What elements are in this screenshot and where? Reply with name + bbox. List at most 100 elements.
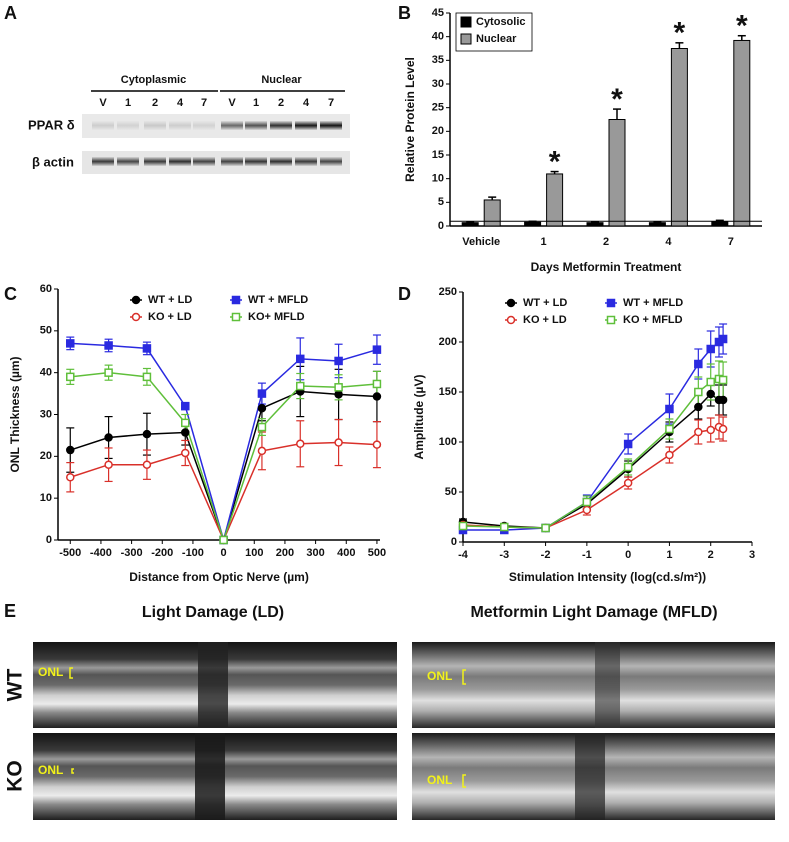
panel-label: A [4,3,17,23]
legend-label: Cytosolic [476,16,526,28]
y-tick-label: 20 [40,450,52,462]
marker [694,427,703,437]
blot-band [92,121,114,130]
bar [670,48,688,227]
legend-label: WT + MFLD [623,297,683,309]
blot-band [92,157,114,166]
y-tick-label: 100 [439,436,457,448]
blot-lane-label: 1 [253,97,259,109]
marker [219,535,228,545]
marker [142,460,152,469]
blot-band [320,157,342,166]
marker [104,368,113,377]
blot-band [169,121,191,130]
x-tick-label: 300 [306,547,324,559]
blot-row-label: β actin [32,154,74,169]
onl-bracket [462,774,466,788]
legend-label: WT + MFLD [248,294,308,306]
legend-marker [231,312,241,322]
legend-label: KO + MFLD [623,314,683,326]
bar [711,221,729,227]
marker [334,356,343,366]
onl-label: ONL [427,669,452,683]
y-tick-label: 250 [439,286,457,298]
marker [334,438,343,447]
marker [296,354,305,364]
y-tick-label: 15 [432,149,444,161]
panel-label: C [4,284,17,304]
y-tick-label: 60 [40,283,52,295]
x-axis-label: Distance from Optic Nerve (µm) [129,570,309,584]
x-tick-label: -1 [582,549,592,561]
legend-label: KO + LD [523,314,567,326]
oct-column-title: Light Damage (LD) [142,604,284,621]
marker [181,428,190,437]
marker [458,521,468,531]
marker [181,448,190,458]
marker [706,425,715,435]
blot-lane-label: V [99,97,107,109]
blot-lane-label: 2 [152,97,158,109]
optic-nerve [595,642,620,728]
legend-marker [506,298,516,308]
x-tick-label: 400 [337,547,355,559]
bar [524,221,542,227]
blot-lane-label: 1 [125,97,131,109]
y-axis-label: Amplitude (µV) [412,375,426,460]
marker [296,381,305,391]
x-tick-label: -100 [182,547,204,559]
bar [608,119,626,227]
bar [586,222,604,227]
legend-marker [131,312,141,322]
x-tick-label: Vehicle [462,236,500,248]
x-tick-label: 0 [221,547,227,559]
onl-bracket [462,669,466,685]
x-tick-label: 1 [666,549,672,561]
blot-lane-label: 2 [278,97,284,109]
legend-marker [606,315,616,325]
marker [104,341,113,350]
marker [706,389,715,399]
legend-label: WT + LD [523,297,567,309]
legend-box [455,12,533,52]
marker [257,403,267,413]
x-tick-label: 2 [603,236,609,248]
significance-star: * [549,145,561,178]
marker [181,418,190,428]
x-tick-label: -3 [499,549,509,561]
blot-lane-label: 4 [303,97,310,109]
x-tick-label: 100 [245,547,263,559]
y-tick-label: 40 [432,31,444,43]
panel-label: E [4,601,16,621]
legend-marker [131,295,141,305]
x-tick-label: 0 [625,549,631,561]
blot-band [270,121,292,130]
y-tick-label: 35 [432,54,444,66]
blot-band [169,157,191,166]
x-tick-label: 7 [728,236,734,248]
blot-band [270,157,292,166]
marker [257,422,267,432]
significance-star: * [611,83,623,116]
y-tick-label: 150 [439,386,457,398]
marker [257,389,267,398]
y-tick-label: 40 [40,367,52,379]
blot-band [117,157,139,166]
marker [582,497,592,507]
legend-swatch [460,16,472,28]
blot-band [320,121,342,130]
blot-band [221,121,243,130]
marker [623,462,633,472]
legend-marker [506,315,516,325]
marker [296,439,305,449]
marker [142,344,152,353]
series-line [462,393,724,529]
x-tick-label: 3 [749,549,755,561]
marker [694,387,703,397]
marker [665,450,674,460]
onl-bracket [69,667,73,679]
marker [257,446,267,456]
x-tick-label: 200 [276,547,294,559]
y-tick-label: 0 [451,536,457,548]
legend-marker [606,298,616,308]
